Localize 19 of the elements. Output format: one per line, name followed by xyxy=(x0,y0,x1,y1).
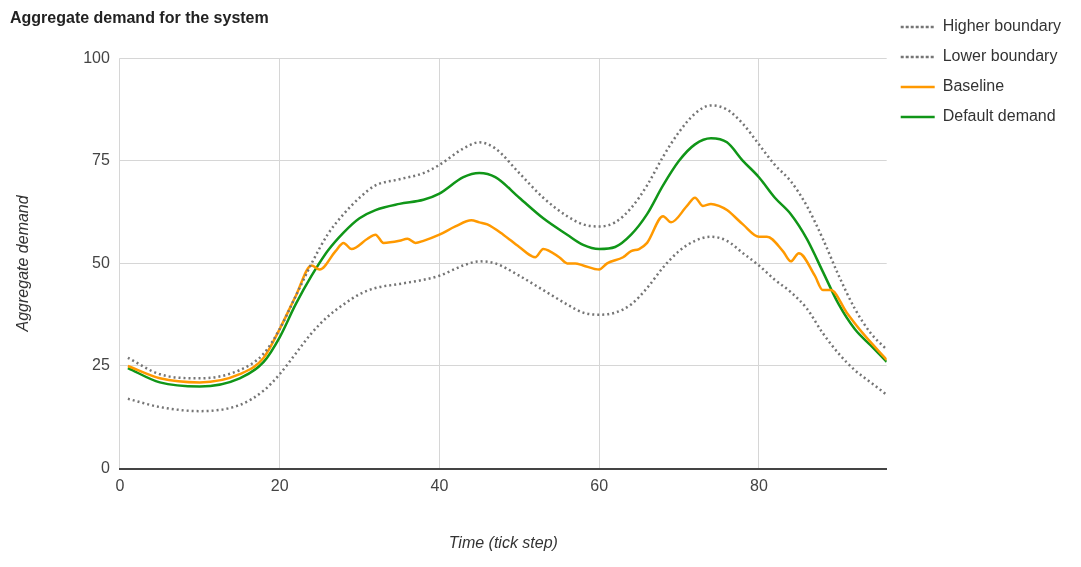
y-tick-label: 100 xyxy=(83,48,110,66)
legend-label: Higher boundary xyxy=(942,17,1061,35)
line-series xyxy=(126,235,887,413)
chart-title: Aggregate demand for the system xyxy=(10,9,269,27)
x-tick-label: 0 xyxy=(115,476,125,494)
y-tick-label: 75 xyxy=(92,151,110,169)
y-tick-label: 50 xyxy=(92,253,110,271)
line-series xyxy=(126,196,887,384)
x-tick-label: 40 xyxy=(430,476,449,494)
legend-label: Lower boundary xyxy=(942,47,1058,65)
legend-label: Baseline xyxy=(942,77,1005,95)
legend-label: Default demand xyxy=(942,107,1056,125)
x-tick-label: 80 xyxy=(750,476,768,494)
y-tick-label: 25 xyxy=(92,356,110,374)
y-axis-title: Aggregate demand xyxy=(14,194,32,333)
y-tick-label: 0 xyxy=(100,459,110,477)
x-tick-label: 60 xyxy=(590,476,609,494)
x-axis-title: Time (tick step) xyxy=(448,533,558,551)
x-tick-label: 20 xyxy=(270,476,289,494)
